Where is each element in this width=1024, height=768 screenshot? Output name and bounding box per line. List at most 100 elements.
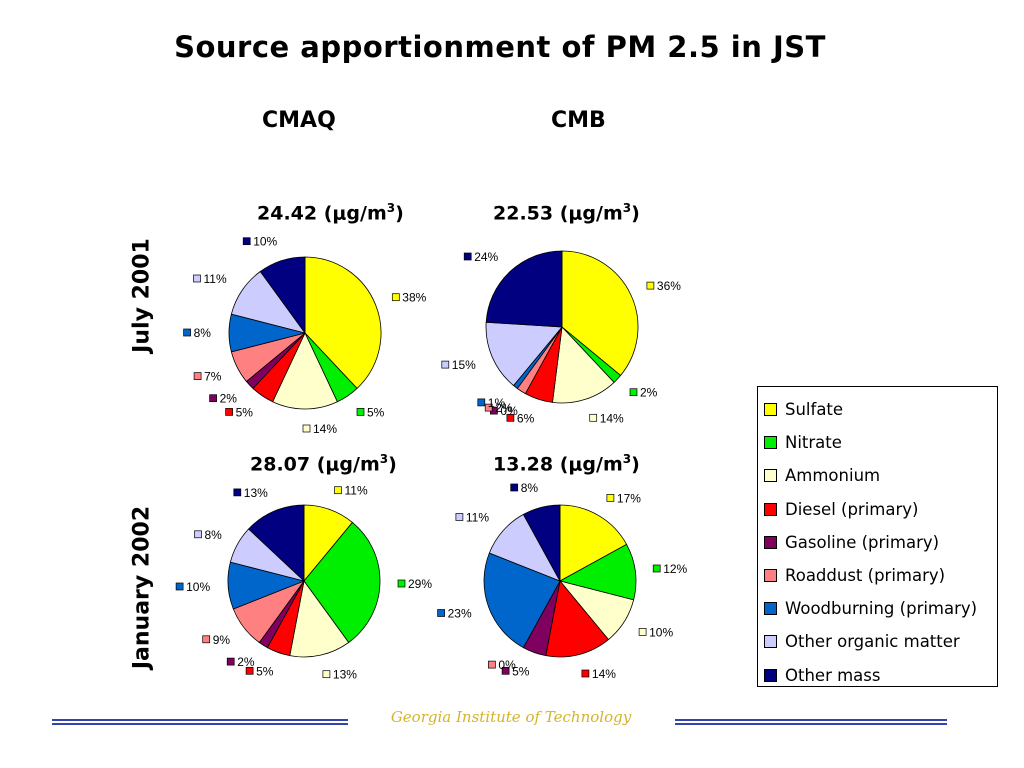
legend-swatch — [764, 602, 777, 616]
footer-rule-left — [52, 719, 348, 728]
pie-label-marker — [175, 582, 184, 591]
footer-rule-right — [675, 719, 947, 728]
pie-label-marker — [510, 483, 519, 492]
concentration-unit-exponent: 3 — [622, 452, 632, 466]
concentration-unit-exponent: 3 — [379, 452, 389, 466]
pie-label-text: 10% — [186, 580, 210, 594]
pie-label-text: 24% — [474, 250, 498, 264]
legend-label: Diesel (primary) — [785, 499, 919, 519]
pie-label-text: 2% — [640, 386, 658, 400]
pie-label-text: 6% — [517, 411, 535, 425]
pie-slice-other-organic — [485, 321, 563, 387]
pie-label-marker — [225, 408, 233, 416]
pie-slice-sulfate — [304, 256, 382, 389]
pie-slice-other-mass — [259, 256, 306, 335]
pie-label-marker — [242, 237, 251, 246]
pie-label-roaddust: 7% — [193, 370, 222, 384]
concentration-unit: μg/m — [325, 453, 380, 476]
pie-label-gasoline: 2% — [226, 655, 255, 669]
pie-label-marker — [209, 394, 217, 403]
pie-label-text: 1% — [488, 396, 506, 410]
pie-label-marker — [506, 413, 515, 422]
pie-label-marker — [646, 281, 655, 290]
pie-label-sulfate: 36% — [646, 279, 681, 293]
concentration-value: 22.53 — [493, 202, 554, 225]
pie-label-marker — [245, 666, 254, 675]
pie-label-gasoline: 5% — [501, 664, 530, 678]
pie-label-text: 2% — [220, 392, 238, 406]
pie-slice-ammonium — [272, 332, 338, 410]
pie-slice-diesel — [545, 580, 610, 658]
pie-label-text: 12% — [663, 562, 687, 576]
pie-label-diesel: 5% — [225, 405, 254, 419]
concentration-cmaq-january: 28.07 (μg/m3) — [250, 452, 397, 476]
pie-slice-ammonium — [552, 326, 615, 404]
pie-label-other-mass: 8% — [510, 481, 538, 495]
pie-label-text: 23% — [448, 607, 472, 621]
pie-label-text: 11% — [345, 484, 368, 498]
pie-label-text: 10% — [649, 625, 673, 639]
pie-label-marker — [302, 424, 311, 433]
footer-institution: Georgia Institute of Technology — [390, 708, 632, 726]
legend-swatch — [764, 502, 777, 516]
pie-label-sulfate: 11% — [334, 484, 368, 498]
pie-label-text: 36% — [657, 279, 681, 293]
pie-label-marker — [226, 657, 235, 666]
pie-label-marker — [183, 328, 191, 337]
concentration-value: 28.07 — [250, 453, 311, 476]
pie-label-nitrate: 5% — [356, 405, 385, 419]
pie-label-diesel: 5% — [245, 664, 274, 678]
legend-label: Other mass — [785, 665, 881, 685]
legend-item: Woodburning (primary) — [764, 592, 997, 625]
concentration-unit: μg/m — [568, 453, 623, 476]
pie-label-marker — [193, 274, 201, 283]
legend-label: Roaddust (primary) — [785, 566, 946, 586]
pie-label-marker — [397, 579, 406, 588]
pie-label-sulfate: 17% — [606, 491, 641, 505]
pie-label-marker — [488, 660, 496, 669]
pie-slice-other-mass — [485, 250, 563, 328]
pie-label-marker — [477, 398, 486, 407]
pie-label-text: 10% — [253, 235, 277, 249]
legend-item: Other organic matter — [764, 625, 997, 658]
legend-label: Woodburning (primary) — [785, 599, 978, 619]
legend-swatch — [764, 436, 777, 450]
legend-item: Other mass — [764, 659, 997, 692]
concentration-unit: μg/m — [332, 202, 387, 225]
pie-label-text: 13% — [244, 486, 268, 500]
pie-label-text: 15% — [452, 358, 476, 372]
legend-label: Ammonium — [785, 466, 881, 486]
pie-label-diesel: 14% — [581, 667, 616, 681]
pie-label-ammonium: 13% — [322, 668, 357, 682]
column-header-cmaq: CMAQ — [262, 108, 336, 133]
pie-label-text: 5% — [236, 405, 254, 419]
column-header-cmb: CMB — [551, 108, 606, 133]
legend-label: Gasoline (primary) — [785, 532, 940, 552]
concentration-unit-exponent: 3 — [386, 201, 396, 215]
pie-label-roaddust: 0% — [488, 658, 516, 672]
pie-label-text: 5% — [512, 664, 530, 678]
legend-swatch — [764, 535, 777, 549]
pie-label-woodburning: 1% — [477, 396, 506, 410]
pie-slice-other-mass — [522, 504, 561, 582]
legend-swatch — [764, 469, 777, 483]
legend: Sulfate Nitrate Ammonium Diesel (primary) Ga… — [757, 386, 998, 687]
pie-label-text: 29% — [408, 577, 432, 591]
pie-label-marker — [233, 488, 242, 497]
pie-label-text: 0% — [500, 404, 518, 418]
pie-label-diesel: 6% — [506, 411, 535, 425]
legend-swatch — [764, 569, 777, 583]
pie-slice-ammonium — [289, 580, 350, 658]
page-title: Source apportionment of PM 2.5 in JST — [174, 30, 826, 64]
pie-label-other-mass: 24% — [463, 250, 499, 264]
pie-label-roaddust: 9% — [202, 633, 230, 647]
pie-label-marker — [455, 513, 464, 521]
pie-slice-other-mass — [248, 504, 305, 582]
pie-label-marker — [581, 669, 590, 678]
pie-label-marker — [356, 408, 365, 416]
legend-item: Gasoline (primary) — [764, 526, 997, 559]
pie-slice-nitrate — [303, 521, 381, 644]
pie-label-ammonium: 14% — [589, 411, 624, 425]
pie-label-marker — [334, 486, 342, 495]
